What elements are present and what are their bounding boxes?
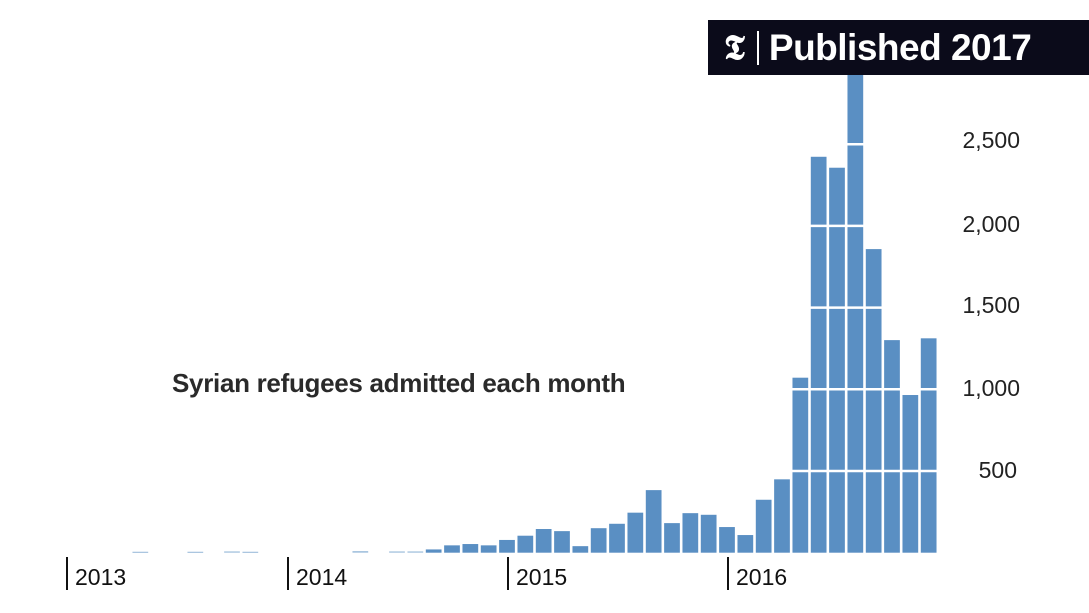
x-tick-label: 2014 xyxy=(296,564,347,590)
bar-2013-10 xyxy=(224,551,240,553)
x-tick-label: 2016 xyxy=(736,564,787,590)
x-tick-label: 2015 xyxy=(516,564,567,590)
bar-2016-10 xyxy=(884,340,900,553)
bar-2014-09 xyxy=(425,549,442,553)
bar-2015-08 xyxy=(627,512,644,553)
x-axis: 2013 2014 2015 2016 xyxy=(66,557,787,590)
bar-2016-04 xyxy=(774,479,790,553)
bar-2015-01 xyxy=(499,539,515,553)
bars-group xyxy=(132,62,937,553)
bar-2015-12 xyxy=(700,514,717,553)
bar-2015-03 xyxy=(535,529,552,553)
bar-2014-11 xyxy=(462,544,479,553)
y-tick-label: 2,000 xyxy=(962,211,1020,237)
bar-2016-06 xyxy=(810,156,827,553)
bar-2015-09 xyxy=(645,490,662,553)
bar-2016-02 xyxy=(737,535,754,553)
y-axis: 500 1,000 1,500 2,000 2,500 xyxy=(962,127,1020,483)
bar-2016-11 xyxy=(902,395,919,553)
bar-2014-05 xyxy=(352,551,369,553)
bar-2013-08 xyxy=(187,551,204,553)
nyt-logo-icon: 𝕿 xyxy=(724,27,745,68)
bar-2014-08 xyxy=(407,551,424,553)
published-banner: 𝕿 Published 2017 xyxy=(708,20,1089,75)
gridlines-group xyxy=(40,142,945,473)
bar-2015-07 xyxy=(609,523,625,553)
x-tick-label: 2013 xyxy=(75,564,126,590)
y-tick-label: 1,000 xyxy=(962,375,1020,401)
chart-title: Syrian refugees admitted each month xyxy=(172,368,626,398)
published-label: Published 2017 xyxy=(768,26,1032,68)
bar-2016-07 xyxy=(829,167,845,553)
bar-2016-01 xyxy=(719,527,735,553)
bar-2015-11 xyxy=(682,513,699,553)
bar-2016-05 xyxy=(792,377,809,553)
bar-2016-12 xyxy=(920,338,937,553)
bar-2015-02 xyxy=(517,535,534,553)
bar-2015-04 xyxy=(554,531,570,553)
bar-2015-05 xyxy=(572,546,589,553)
y-tick-label: 2,500 xyxy=(962,127,1020,153)
bar-2013-05 xyxy=(132,551,149,553)
bar-2015-10 xyxy=(664,523,680,553)
bar-2014-10 xyxy=(444,545,460,553)
bar-2014-12 xyxy=(480,545,497,553)
banner-divider xyxy=(756,30,759,65)
bar-2014-07 xyxy=(389,551,405,553)
bar-2013-11 xyxy=(242,551,259,553)
y-tick-label: 1,500 xyxy=(962,292,1020,318)
bar-2015-06 xyxy=(590,528,607,553)
bar-2016-09 xyxy=(865,249,882,553)
bar-2016-03 xyxy=(755,499,772,553)
y-tick-label: 500 xyxy=(979,457,1017,483)
